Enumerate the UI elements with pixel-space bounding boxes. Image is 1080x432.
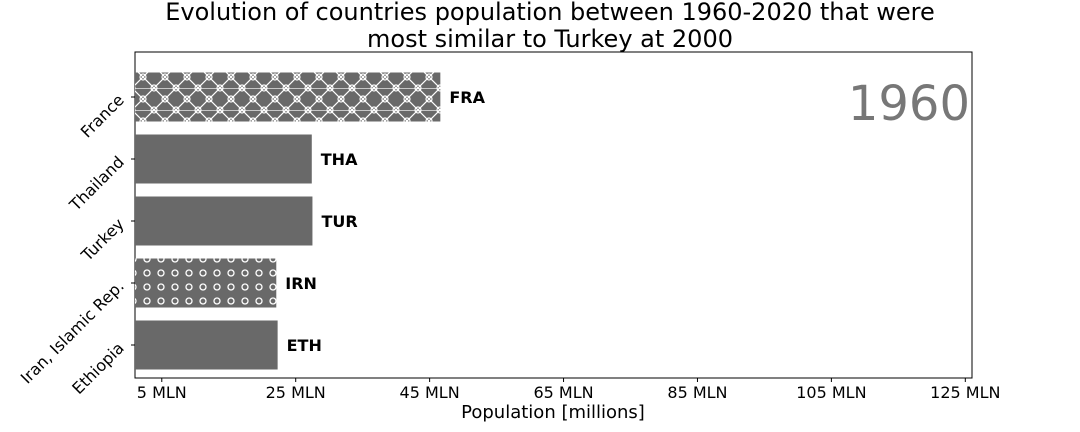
chart-title-line-2: most similar to Turkey at 2000 bbox=[367, 25, 733, 53]
bar-code-label-fra: FRA bbox=[449, 88, 485, 107]
x-axis-ticks: 5 MLN 25 MLN 45 MLN 65 MLN 85 MLN 105 MLN 125 … bbox=[137, 378, 1000, 402]
bar-code-label-eth: ETH bbox=[287, 336, 322, 355]
x-tick-label-45: 45 MLN bbox=[400, 383, 460, 402]
x-tick-label-85: 85 MLN bbox=[667, 383, 727, 402]
y-tick-label-tha: Thailand bbox=[65, 152, 128, 215]
bar-fra bbox=[135, 72, 441, 122]
year-label: 1960 bbox=[848, 76, 970, 132]
bar-code-label-tur: TUR bbox=[321, 212, 357, 231]
bar-code-label-irn: IRN bbox=[285, 274, 317, 293]
x-tick-label-105: 105 MLN bbox=[796, 383, 866, 402]
bars-layer: FRA THA TUR IRN ETH bbox=[135, 72, 486, 370]
y-tick-label-eth: Ethiopia bbox=[68, 338, 128, 398]
x-tick-label-5: 5 MLN bbox=[137, 383, 187, 402]
y-tick-label-irn: Iran, Islamic Rep. bbox=[17, 276, 128, 387]
bar-eth bbox=[135, 320, 278, 370]
bar-tha bbox=[135, 134, 312, 184]
x-tick-label-65: 65 MLN bbox=[533, 383, 593, 402]
y-tick-label-tur: Turkey bbox=[77, 214, 128, 265]
bar-code-label-tha: THA bbox=[321, 150, 358, 169]
x-axis-label: Population [millions] bbox=[461, 402, 645, 423]
x-tick-label-25: 25 MLN bbox=[266, 383, 326, 402]
x-tick-label-125: 125 MLN bbox=[930, 383, 1000, 402]
y-tick-label-fra: France bbox=[77, 90, 128, 141]
chart-title-line-1: Evolution of countries population betwee… bbox=[165, 0, 935, 26]
bar-irn bbox=[135, 258, 277, 308]
bar-tur bbox=[135, 196, 313, 246]
